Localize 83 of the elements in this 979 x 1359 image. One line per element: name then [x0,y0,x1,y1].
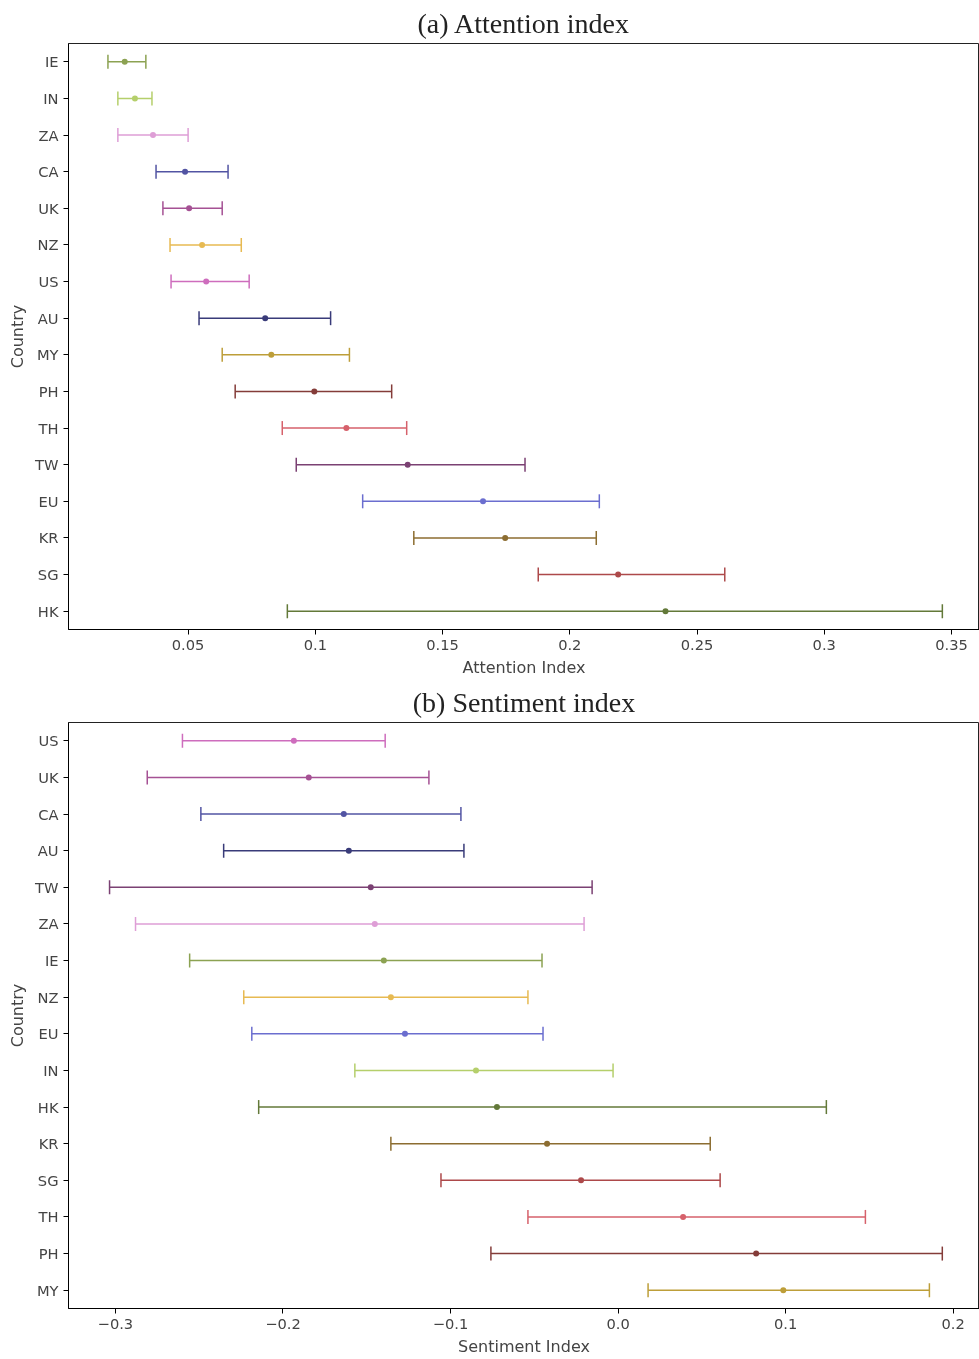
y-tick-label: MY [36,1281,59,1299]
y-tick-label: ZA [38,126,59,144]
x-tick-label: 0.0 [606,1314,630,1332]
point [311,388,318,395]
y-tick-label: US [38,273,59,291]
point [203,278,210,285]
x-tick-label: 0.2 [941,1314,965,1332]
point [367,884,374,891]
x-tick-label: 0.1 [773,1314,798,1332]
y-tick-label: EU [38,492,59,510]
chart-title: (b) Sentiment index [412,686,636,718]
y-tick-label: EU [38,1025,59,1043]
x-axis-title: Sentiment Index [458,1336,590,1356]
point [502,534,509,541]
x-tick-label: 0.3 [812,635,836,653]
y-axis-title: Country [8,304,28,369]
point [615,571,622,578]
point [305,774,312,781]
x-tick-label: 0.05 [171,635,205,653]
y-tick-label: IN [43,89,59,107]
point [182,168,189,175]
point [780,1287,787,1294]
y-tick-label: TW [34,456,60,474]
y-tick-label: IE [44,53,59,71]
point [199,241,206,248]
y-tick-label: KR [38,1135,59,1153]
y-tick-label: AU [37,309,59,327]
y-tick-label: US [38,732,59,750]
point [371,920,378,927]
x-tick-label: −0.1 [432,1314,469,1332]
point [404,461,411,468]
y-tick-label: AU [37,842,59,860]
x-tick-label: 0.15 [426,635,459,653]
y-tick-label: SG [37,1171,59,1189]
point [343,425,350,432]
y-axis-title: Country [8,983,28,1048]
y-tick-label: IE [44,952,59,970]
point [387,994,394,1001]
y-tick-label: TH [37,419,59,437]
point [121,58,128,65]
x-tick-label: 0.1 [303,635,327,653]
point [345,847,352,854]
point [544,1140,551,1147]
point [753,1250,760,1257]
y-tick-label: UK [38,199,59,217]
y-tick-label: HK [37,602,59,620]
x-axis-title: Attention Index [462,657,586,677]
point [401,1030,408,1037]
point [268,351,275,358]
point [262,315,269,322]
point [473,1067,479,1074]
point [290,737,297,744]
x-tick-label: −0.2 [265,1314,301,1332]
y-tick-label: PH [38,1245,59,1263]
point [186,205,193,212]
y-tick-label: IN [43,1061,59,1079]
point [662,608,669,615]
chart-title: (a) Attention index [417,7,629,39]
point [131,95,138,102]
x-tick-label: 0.25 [680,635,714,653]
x-tick-label: 0.35 [935,635,968,653]
y-tick-label: CA [38,163,59,181]
point [578,1177,585,1184]
point [149,132,156,139]
y-tick-label: TH [37,1208,59,1226]
y-tick-label: NZ [37,236,59,254]
x-tick-label: 0.2 [558,635,582,653]
point [340,811,347,818]
y-tick-label: SG [37,566,59,584]
y-tick-label: CA [38,805,59,823]
y-tick-label: HK [37,1098,59,1116]
y-tick-label: MY [36,346,59,364]
y-tick-label: TW [34,878,60,896]
y-tick-label: KR [38,529,59,547]
y-tick-label: UK [38,768,59,786]
y-tick-label: NZ [37,988,59,1006]
y-tick-label: ZA [38,915,59,933]
point [680,1213,687,1220]
point [480,498,487,505]
y-tick-label: PH [38,382,59,400]
point [380,957,387,964]
x-tick-label: −0.3 [97,1314,134,1332]
point [493,1104,500,1111]
